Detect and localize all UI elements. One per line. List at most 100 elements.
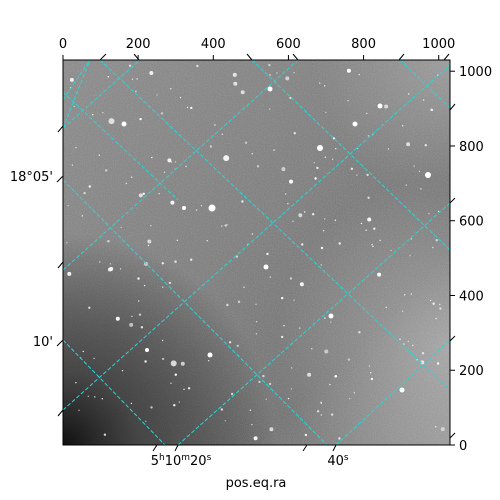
bright-star — [182, 206, 186, 210]
top-axis-tick-label: 1000 — [422, 37, 455, 52]
star — [437, 210, 440, 213]
star — [268, 63, 271, 67]
ra-tick-label-2: 40s — [327, 453, 349, 469]
star — [253, 436, 258, 441]
star — [208, 360, 210, 362]
star — [185, 165, 187, 168]
star — [190, 106, 193, 110]
star — [93, 357, 95, 360]
right-axis-tick-label: 1000 — [459, 65, 492, 80]
star — [311, 348, 313, 350]
star — [293, 72, 295, 74]
star — [353, 392, 356, 394]
bright-star — [399, 387, 405, 393]
right-axis-tick-label: 0 — [459, 439, 467, 454]
star — [410, 293, 412, 295]
star — [101, 398, 104, 400]
grid-line — [63, 60, 299, 271]
star — [373, 227, 376, 230]
right-grid-tick — [449, 335, 456, 342]
star — [82, 350, 84, 353]
star — [424, 144, 427, 147]
star — [158, 193, 160, 195]
star — [103, 433, 107, 436]
star — [268, 382, 272, 386]
star — [304, 211, 306, 213]
star — [421, 352, 425, 355]
ra-tick-label-1: 5h10m20s — [151, 453, 212, 469]
star — [371, 244, 373, 246]
star — [256, 165, 260, 168]
star — [107, 240, 110, 243]
star — [120, 226, 122, 229]
star — [407, 340, 409, 343]
star — [249, 409, 252, 411]
grid-line — [63, 60, 91, 129]
star — [331, 158, 334, 160]
right-axis-tick-label: 600 — [459, 215, 484, 230]
star — [173, 404, 176, 407]
star — [269, 276, 271, 278]
top-axis-tick-label: 0 — [59, 37, 67, 52]
left-axis: 18°05' 10' — [10, 125, 64, 417]
star — [226, 303, 229, 307]
star — [107, 76, 110, 78]
star — [287, 203, 289, 205]
star — [138, 313, 142, 316]
star — [358, 331, 361, 334]
dec-tick-label-2: 10' — [33, 335, 53, 350]
grid-line — [63, 179, 328, 445]
star — [255, 321, 258, 323]
grid-line — [335, 339, 450, 445]
star — [299, 327, 301, 329]
star — [287, 397, 290, 400]
star — [324, 156, 327, 158]
star — [220, 408, 224, 411]
star — [280, 335, 284, 339]
star — [98, 154, 101, 156]
star — [150, 225, 152, 227]
star — [346, 68, 351, 73]
star — [366, 112, 368, 115]
right-grid-tick — [449, 197, 456, 204]
star — [298, 213, 303, 218]
star — [430, 108, 433, 112]
top-axis-tick-label: 600 — [276, 37, 301, 52]
grid-line — [99, 60, 450, 391]
star — [244, 141, 248, 144]
star — [367, 217, 372, 222]
star — [190, 258, 193, 261]
star — [370, 377, 374, 381]
star — [195, 209, 198, 211]
bright-star — [263, 264, 269, 270]
star — [435, 239, 438, 242]
star — [320, 246, 324, 250]
star — [320, 414, 322, 416]
star — [262, 374, 265, 378]
bright-star — [121, 121, 127, 127]
star — [129, 322, 134, 327]
grid-line — [251, 60, 450, 251]
star — [187, 387, 191, 390]
bright-star — [377, 103, 383, 109]
star — [410, 238, 412, 240]
star — [281, 296, 284, 300]
star — [335, 148, 337, 150]
grid-line — [63, 339, 166, 445]
top-axis: 0 200 400 600 800 1000 — [59, 37, 455, 61]
star — [209, 145, 212, 148]
star — [416, 359, 418, 361]
star — [161, 357, 165, 361]
star — [324, 317, 326, 319]
star — [399, 338, 401, 340]
bright-star — [207, 352, 213, 358]
grid-line — [177, 202, 450, 445]
star — [360, 222, 363, 225]
star — [349, 397, 351, 400]
star — [420, 188, 422, 190]
star — [334, 219, 337, 221]
star — [119, 268, 122, 270]
star — [324, 218, 326, 220]
star-field — [66, 63, 445, 441]
star — [88, 306, 91, 309]
